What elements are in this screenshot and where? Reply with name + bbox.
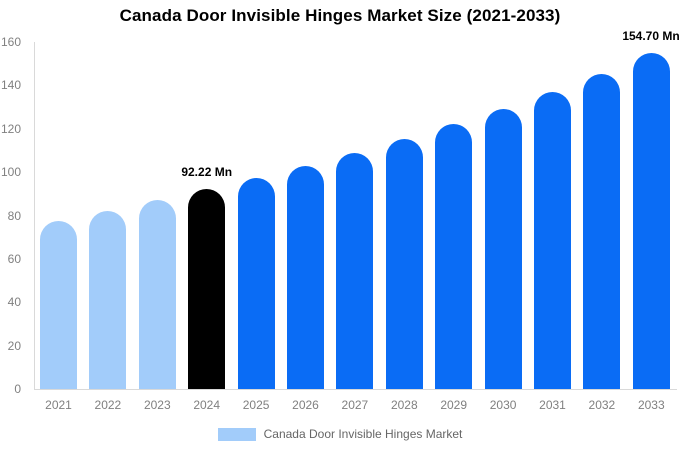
bar-2027 (336, 153, 374, 389)
x-tick-label-2026: 2026 (292, 398, 319, 412)
bar-2033 (632, 53, 670, 389)
x-tick-label-2029: 2029 (440, 398, 468, 412)
y-tick-label: 20 (7, 338, 21, 353)
value-label-2024: 92.22 Mn (181, 164, 233, 179)
x-tick-label-2030: 2030 (489, 398, 517, 412)
x-tick-label-2023: 2023 (143, 398, 171, 412)
x-axis-line (34, 389, 677, 390)
y-tick-label: 120 (0, 121, 21, 136)
bar-2023 (138, 200, 176, 389)
bar-2026 (287, 165, 324, 389)
legend-swatch (217, 427, 256, 441)
x-tick-label-2033: 2033 (637, 398, 665, 412)
bar-2029 (435, 124, 473, 389)
y-tick-label: 40 (7, 295, 21, 310)
x-tick-label-2028: 2028 (390, 398, 418, 412)
x-tick-label-2027: 2027 (341, 398, 369, 412)
bar-2028 (385, 139, 423, 389)
bar-2021 (40, 220, 77, 389)
bar-2022 (89, 210, 127, 389)
x-tick-label-2031: 2031 (539, 398, 566, 412)
bar-2031 (534, 92, 571, 389)
legend: Canada Door Invisible Hinges Market (0, 427, 680, 441)
x-tick-label-2022: 2022 (94, 398, 122, 412)
legend-label: Canada Door Invisible Hinges Market (263, 427, 463, 441)
y-tick-label: 140 (0, 78, 21, 93)
x-tick-label-2032: 2032 (588, 398, 616, 412)
x-tick-label-2024: 2024 (193, 398, 221, 412)
bar-2025 (237, 178, 275, 389)
bar-2024 (188, 188, 226, 389)
y-tick-label: 60 (7, 251, 21, 266)
y-tick-label: 80 (7, 208, 21, 223)
y-axis-line (34, 42, 35, 390)
value-label-2033: 154.70 Mn (622, 29, 680, 44)
y-tick-label: 0 (14, 382, 21, 396)
x-tick-label-2025: 2025 (242, 398, 270, 412)
chart-title: Canada Door Invisible Hinges Market Size… (119, 6, 561, 25)
bar-2032 (583, 74, 621, 389)
bar-2030 (484, 108, 522, 389)
x-tick-label-2021: 2021 (45, 398, 72, 412)
y-tick-label: 100 (0, 165, 21, 180)
y-tick-label: 160 (0, 35, 21, 49)
